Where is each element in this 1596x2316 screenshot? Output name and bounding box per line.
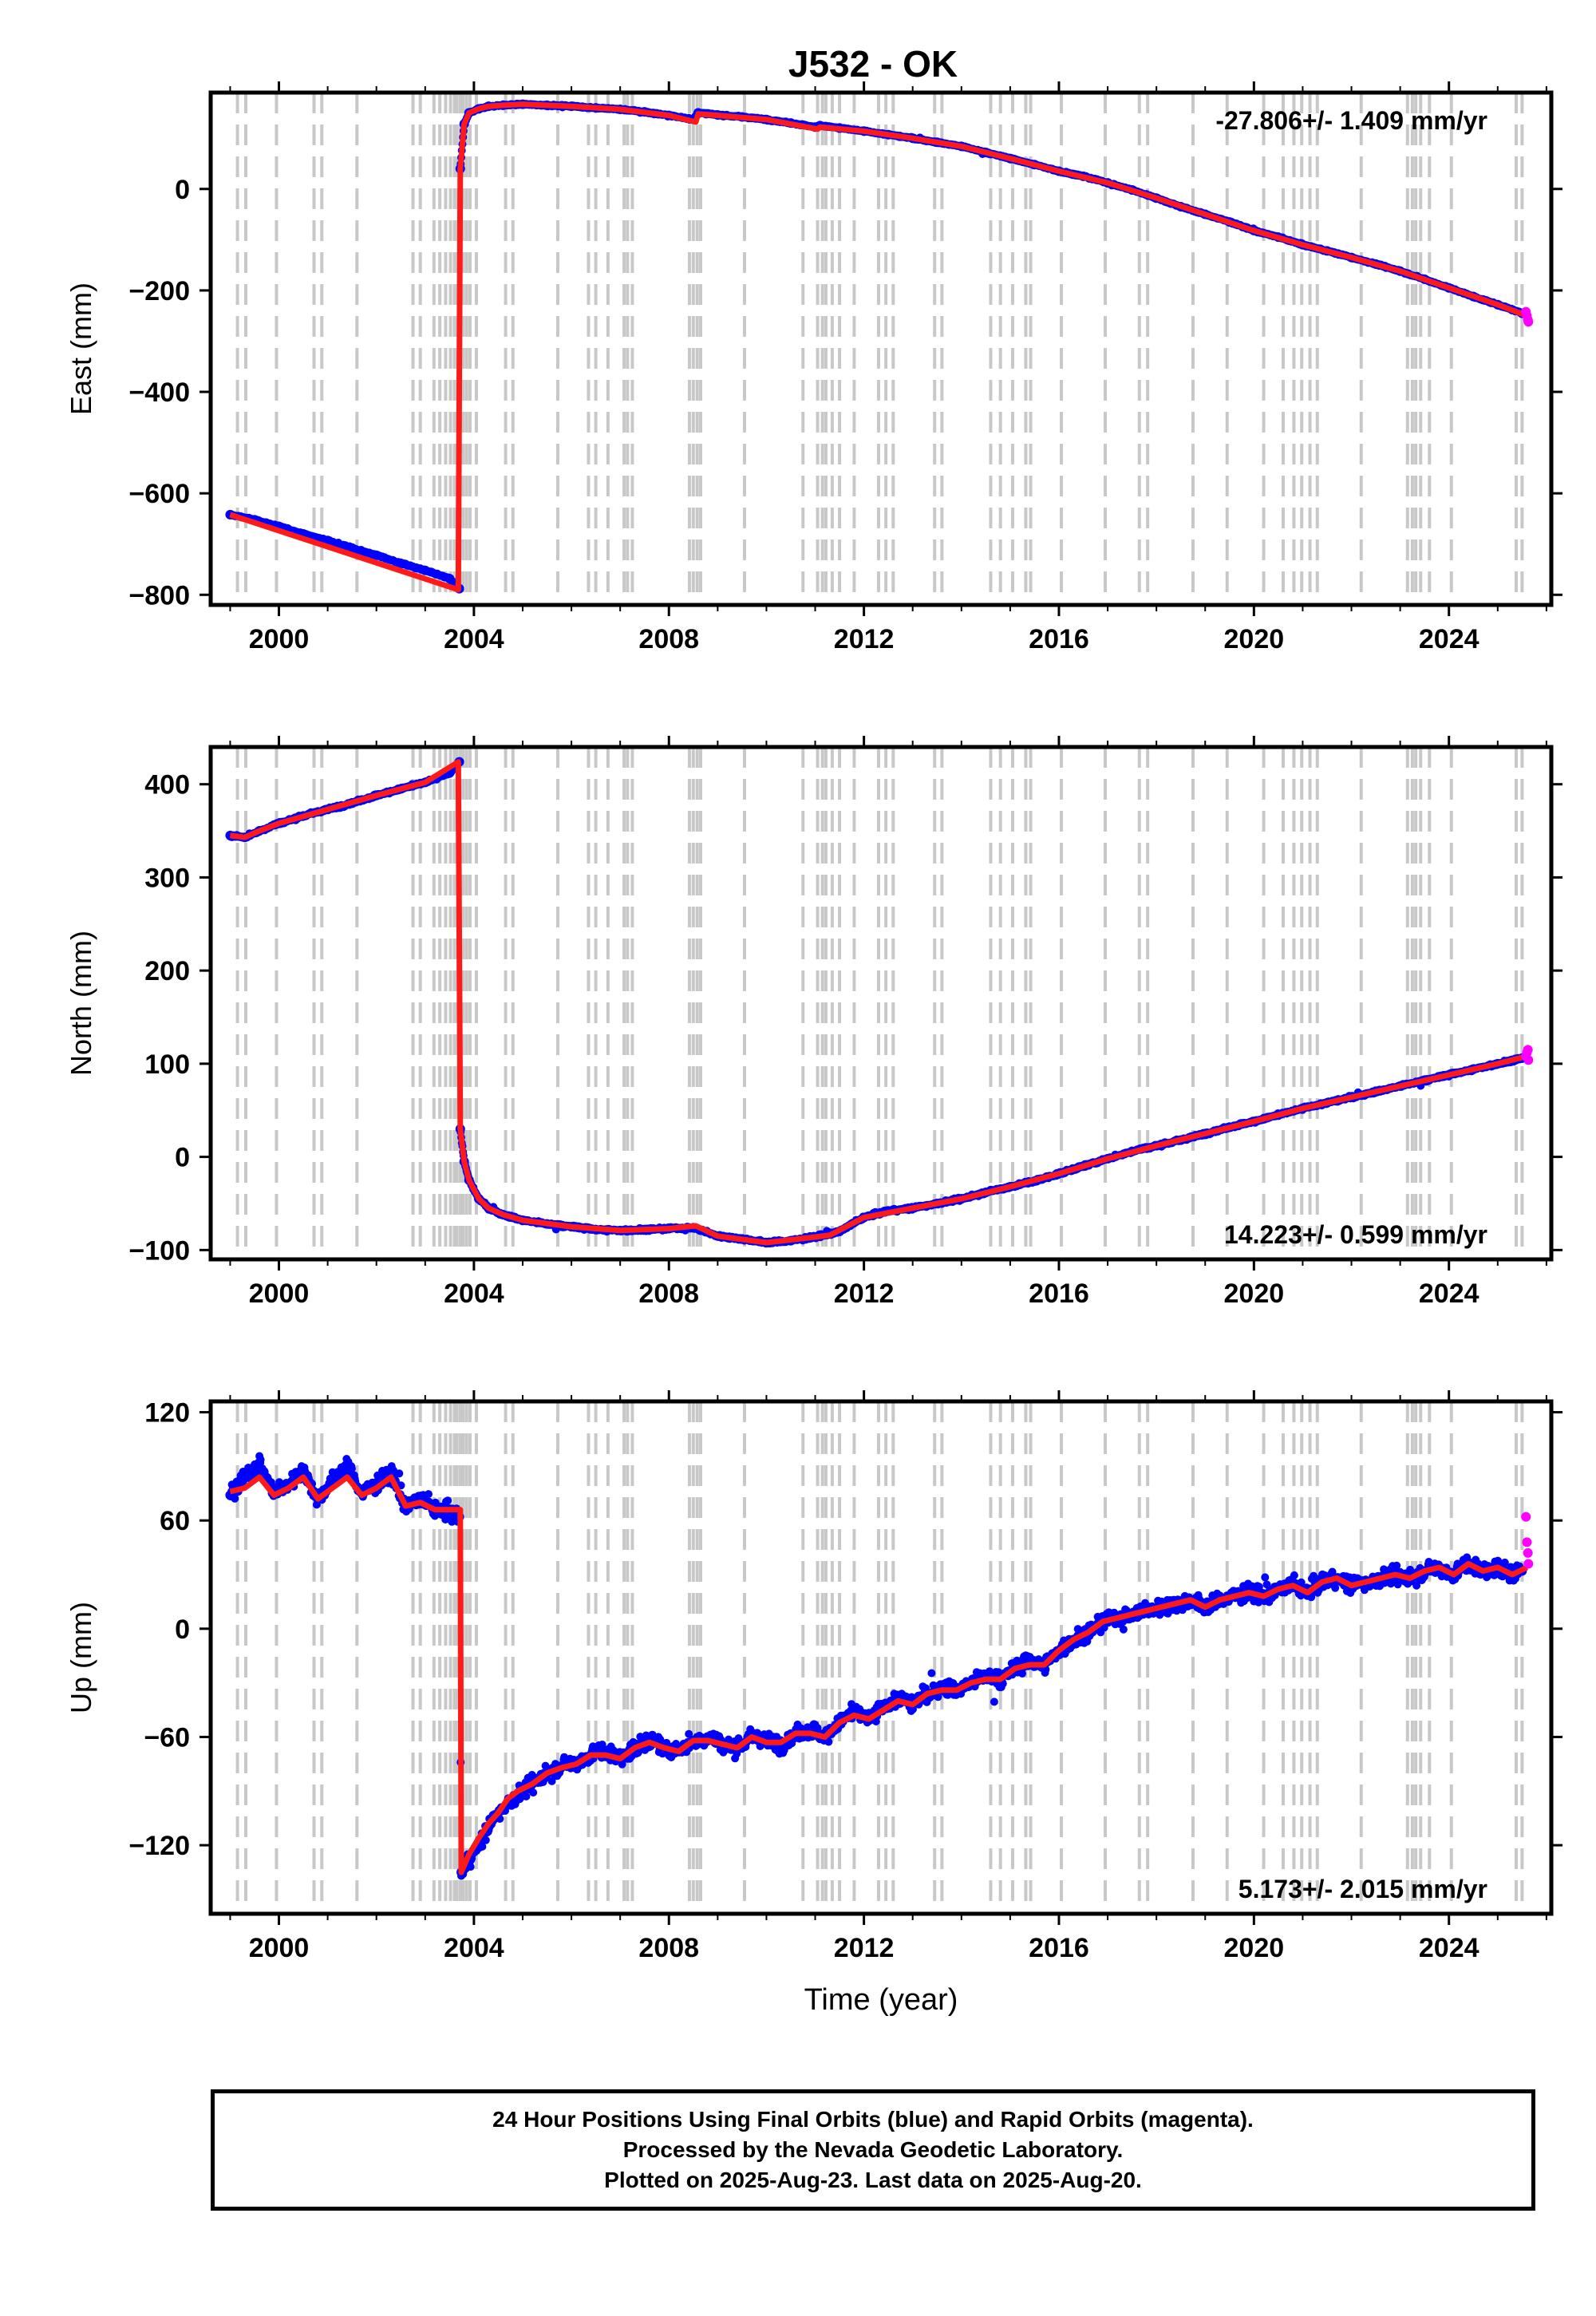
x-tick-label: 2000 <box>249 1279 310 1309</box>
y-tick-label: 200 <box>144 956 190 986</box>
panel-north-plot-area <box>225 747 1534 1259</box>
x-tick-label: 2020 <box>1224 1279 1285 1309</box>
panel-up-plot-area <box>225 1401 1534 1914</box>
x-tick-label: 2008 <box>638 624 699 654</box>
x-tick-label: 2024 <box>1419 624 1479 654</box>
x-tick-label: 2016 <box>1029 1279 1089 1309</box>
velocity-annotation: -27.806+/- 1.409 mm/yr <box>1215 106 1487 135</box>
panel-east-frame <box>208 90 1554 607</box>
rapid-orbit-point <box>1523 1045 1533 1055</box>
y-tick-label: 300 <box>144 863 190 893</box>
final-orbit-point <box>371 550 381 560</box>
y-axis-label: North (mm) <box>65 931 97 1076</box>
x-tick-label: 2008 <box>638 1279 699 1309</box>
y-tick-label: −200 <box>128 276 190 306</box>
y-tick-label: −400 <box>128 377 190 408</box>
panel-north: 2000 2004 2008 2012 2016 2020 2024 400 300 200 100… <box>65 736 1562 1309</box>
x-tick-label: 2000 <box>249 624 310 654</box>
x-tick-label: 2004 <box>444 1279 504 1309</box>
x-tick-label: 2012 <box>834 1279 895 1309</box>
y-tick-label: −100 <box>128 1235 190 1266</box>
final-orbit-point <box>322 536 333 546</box>
y-axis-label: East (mm) <box>65 283 97 415</box>
panels: 2000 2004 2008 2012 2016 2020 20240−200−400−60… <box>65 81 1562 2017</box>
y-tick-label: −800 <box>128 580 190 611</box>
y-tick-label: 400 <box>144 770 190 800</box>
velocity-annotation: 14.223+/- 0.599 mm/yr <box>1224 1220 1487 1249</box>
x-tick-label: 2020 <box>1224 624 1285 654</box>
y-tick-label: −600 <box>128 479 190 509</box>
final-orbit-point <box>420 565 430 575</box>
model-fit-line <box>229 759 1528 1246</box>
rapid-orbit-point <box>1523 1055 1534 1065</box>
final-orbit-point <box>396 558 406 568</box>
y-tick-label: 100 <box>144 1049 190 1080</box>
final-orbit-point <box>347 543 358 553</box>
x-tick-label: 2024 <box>1419 1279 1479 1309</box>
x-tick-label: 2012 <box>834 624 895 654</box>
panel-north-frame <box>208 745 1554 1262</box>
final-orbit-point <box>444 573 455 583</box>
y-tick-label: 0 <box>175 1143 190 1173</box>
panel-east: 2000 2004 2008 2012 2016 2020 2024 0 −200 −400 −60… <box>65 81 1562 654</box>
x-tick-label: 2004 <box>444 624 504 654</box>
x-tick-label: 2016 <box>1029 624 1089 654</box>
y-tick-label: 0 <box>175 175 190 205</box>
panel-east-plot-area <box>225 93 1534 605</box>
rapid-orbit-point <box>1523 317 1534 327</box>
model-fit-line <box>229 101 1528 593</box>
panel-up: 2000 2004 2008 2012 2016 2020 2024120600−60−12… <box>65 1390 1562 2017</box>
figure-title: J532 - OK <box>788 43 958 85</box>
